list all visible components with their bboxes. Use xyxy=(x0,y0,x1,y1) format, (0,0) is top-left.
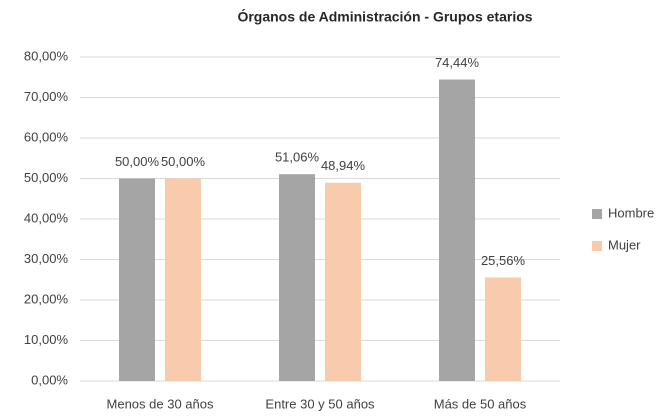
value-label: 50,00% xyxy=(115,154,160,169)
bar xyxy=(485,277,521,381)
bar xyxy=(165,178,201,381)
legend-swatch xyxy=(592,209,602,219)
value-label: 25,56% xyxy=(481,253,526,268)
value-label: 74,44% xyxy=(435,55,480,70)
bar xyxy=(325,182,361,381)
x-tick-label: Más de 50 años xyxy=(434,396,527,411)
legend-label: Mujer xyxy=(608,237,641,252)
legend-label: Hombre xyxy=(608,205,654,220)
legend-swatch xyxy=(592,241,602,251)
y-tick-label: 30,00% xyxy=(24,251,69,266)
x-tick-label: Menos de 30 años xyxy=(107,396,214,411)
y-tick-label: 50,00% xyxy=(24,170,69,185)
value-label: 51,06% xyxy=(275,150,320,165)
y-tick-label: 20,00% xyxy=(24,291,69,306)
bar xyxy=(119,178,155,381)
y-tick-label: 60,00% xyxy=(24,129,69,144)
y-tick-label: 70,00% xyxy=(24,89,69,104)
x-tick-label: Entre 30 y 50 años xyxy=(265,396,375,411)
y-tick-label: 80,00% xyxy=(24,48,69,63)
y-tick-label: 10,00% xyxy=(24,332,69,347)
y-tick-label: 40,00% xyxy=(24,210,69,225)
chart-title: Órganos de Administración - Grupos etari… xyxy=(237,8,532,25)
y-tick-label: 0,00% xyxy=(31,372,68,387)
bar xyxy=(439,79,475,381)
bar xyxy=(279,174,315,381)
value-label: 50,00% xyxy=(161,154,206,169)
value-label: 48,94% xyxy=(321,158,366,173)
